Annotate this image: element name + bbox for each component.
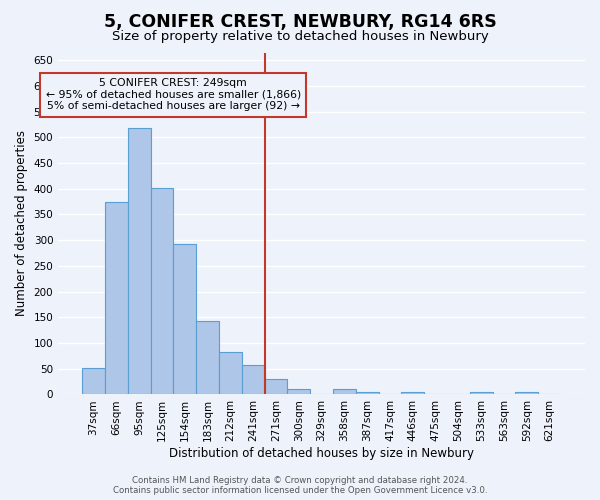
Bar: [105, 202, 128, 394]
Text: 5, CONIFER CREST, NEWBURY, RG14 6RS: 5, CONIFER CREST, NEWBURY, RG14 6RS: [104, 12, 496, 30]
Bar: [151, 188, 173, 394]
Bar: [242, 365, 265, 394]
Bar: [196, 321, 219, 394]
X-axis label: Distribution of detached houses by size in Newbury: Distribution of detached houses by size …: [169, 447, 474, 460]
Bar: [401, 392, 424, 394]
Y-axis label: Number of detached properties: Number of detached properties: [15, 130, 28, 316]
Bar: [287, 389, 310, 394]
Bar: [470, 392, 493, 394]
Text: 5 CONIFER CREST: 249sqm
← 95% of detached houses are smaller (1,866)
5% of semi-: 5 CONIFER CREST: 249sqm ← 95% of detache…: [46, 78, 301, 112]
Bar: [173, 244, 196, 394]
Bar: [356, 392, 379, 394]
Bar: [333, 389, 356, 394]
Bar: [128, 128, 151, 394]
Text: Contains HM Land Registry data © Crown copyright and database right 2024.
Contai: Contains HM Land Registry data © Crown c…: [113, 476, 487, 495]
Bar: [515, 392, 538, 394]
Bar: [265, 379, 287, 394]
Text: Size of property relative to detached houses in Newbury: Size of property relative to detached ho…: [112, 30, 488, 43]
Bar: [219, 352, 242, 395]
Bar: [82, 368, 105, 394]
